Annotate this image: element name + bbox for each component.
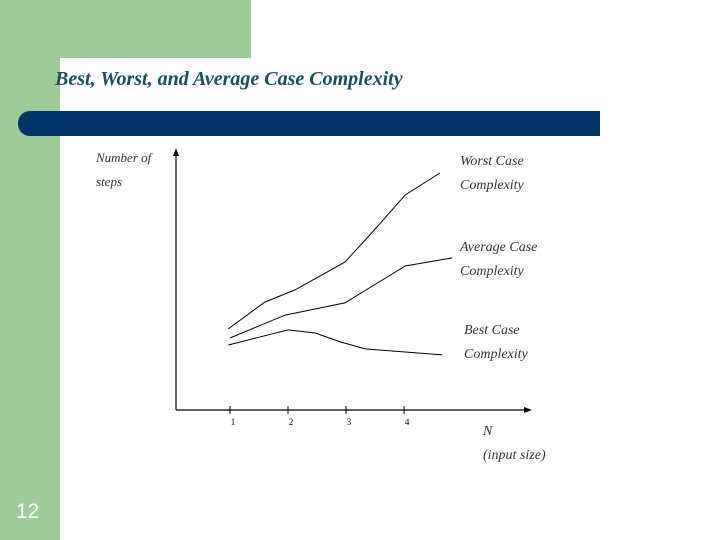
- slide-number: 12: [16, 500, 40, 523]
- green-strip: [0, 0, 60, 540]
- green-block: [0, 0, 251, 58]
- series-label: Worst Case Complexity: [460, 154, 524, 193]
- series-line: [229, 257, 453, 339]
- x-axis-label: N (input size): [483, 424, 546, 463]
- series-line: [228, 329, 443, 356]
- series-label: Best Case Complexity: [464, 323, 528, 362]
- series-label: Average Case Complexity: [460, 240, 538, 279]
- y-axis-arrow: [173, 148, 179, 156]
- slide-title: Best, Worst, and Average Case Complexity: [55, 68, 403, 90]
- x-tick-label: 4: [405, 417, 410, 427]
- x-tick-label: 3: [347, 417, 352, 427]
- x-tick-label: 1: [231, 417, 236, 427]
- series-line: [227, 172, 441, 330]
- x-tick-label: 2: [289, 417, 294, 427]
- y-axis-label: Number of steps: [96, 150, 152, 189]
- title-bar: [18, 111, 600, 136]
- x-axis-arrow: [524, 407, 532, 413]
